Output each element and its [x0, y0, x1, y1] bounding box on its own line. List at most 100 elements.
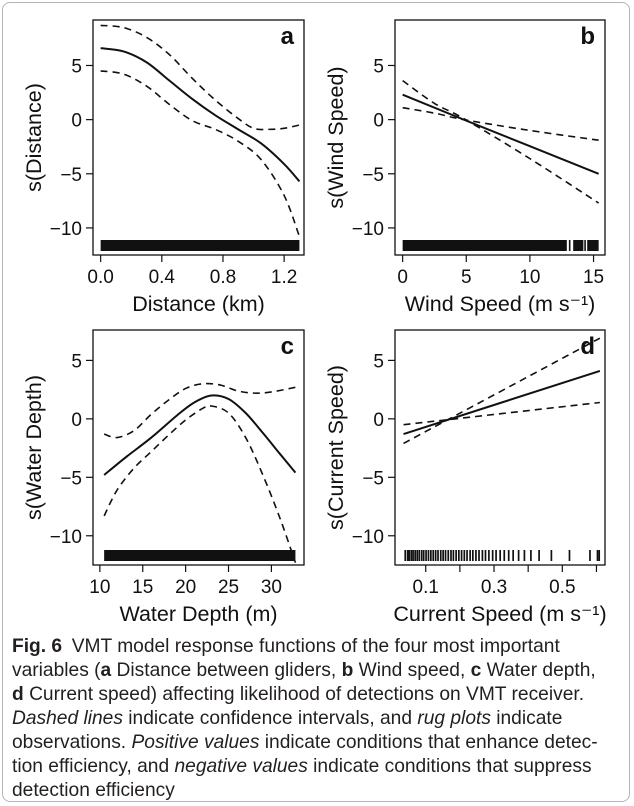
figure-panels: −10 −5 0 5 0.0 0.4 0.8 1.2 Distance (km) s(Distan…	[22, 19, 607, 626]
y-tick-label: −10	[50, 219, 82, 240]
x-tick-label: 0.4	[149, 267, 176, 288]
y-tick-label: −5	[60, 165, 82, 186]
panel-b: −10 −5 0 5 0 5 10 15 Wind Speed (m s⁻¹) s(Wind Sp…	[324, 19, 606, 316]
y-tick-label: 5	[373, 56, 384, 77]
caption-line: d Current speed) affecting likelihood of…	[12, 683, 622, 707]
rug-band	[402, 240, 567, 251]
panel-letter: b	[580, 23, 595, 50]
x-axis-label: Distance (km)	[132, 292, 265, 316]
confidence-line	[103, 404, 297, 563]
fit-line	[403, 369, 601, 436]
caption-text: a	[100, 660, 112, 681]
panel-d: −10 −5 0 5 0.1 0.3 0.5 Current Speed (m s⁻¹) s(C…	[324, 329, 607, 626]
caption-text: c	[470, 660, 482, 681]
plot-box	[394, 19, 606, 256]
caption-text: tion efficiency, and	[12, 756, 175, 777]
rug-band	[573, 240, 584, 251]
x-tick-label: 0.1	[413, 577, 439, 598]
caption-text: observations.	[12, 732, 132, 753]
fit-line	[402, 93, 600, 175]
caption-text: Current speed) affecting likelihood of d…	[23, 684, 585, 705]
caption-line: Fig. 6 VMT model response functions of t…	[12, 635, 622, 659]
caption-text: negative values	[174, 756, 308, 777]
x-tick-label: 0.8	[210, 267, 236, 288]
confidence-line	[100, 70, 301, 237]
rug-band	[104, 550, 296, 561]
caption-line: detection efficiency	[12, 779, 622, 803]
x-tick-label: 0	[397, 267, 408, 288]
x-tick-label: 20	[175, 577, 196, 598]
confidence-line	[402, 106, 599, 141]
x-tick-label: 30	[261, 577, 282, 598]
panel-c: −10 −5 0 5 10 15 20 25 30 Water Depth (m) s(Water …	[22, 329, 305, 626]
y-axis-label: s(Current Speed)	[324, 365, 348, 530]
caption-line: variables (a Distance between gliders, b…	[12, 659, 622, 683]
caption-line: tion efficiency, and negative values ind…	[12, 755, 622, 779]
caption-text: indicate conditions that enhance detec-	[259, 732, 598, 753]
x-tick-label: 10	[89, 577, 110, 598]
figure-caption: Fig. 6 VMT model response functions of t…	[12, 635, 622, 803]
y-axis-label: s(Distance)	[22, 83, 46, 192]
confidence-line	[103, 382, 296, 439]
caption-text: rug plots	[417, 708, 491, 729]
caption-text: b	[341, 660, 354, 681]
y-tick-label: 0	[71, 111, 82, 132]
caption-text: indicate	[490, 708, 563, 729]
caption-text: Positive values	[131, 732, 260, 753]
y-axis-label: s(Water Depth)	[22, 375, 46, 520]
caption-text: VMT model response functions of the four…	[71, 636, 560, 657]
x-tick-label: 0.3	[481, 577, 507, 598]
x-tick-label: 15	[583, 267, 604, 288]
x-tick-label: 1.2	[271, 267, 297, 288]
panel-letter: c	[281, 333, 294, 360]
fit-line	[100, 47, 301, 183]
caption-text: Water depth,	[481, 660, 596, 681]
x-tick-label: 5	[461, 267, 472, 288]
caption-text: indicate conditions that suppress	[307, 756, 592, 777]
panel-letter: a	[281, 23, 295, 50]
caption-line: Dashed lines indicate confidence interva…	[12, 707, 622, 731]
x-axis-label: Water Depth (m)	[119, 602, 277, 626]
rug-band	[100, 240, 300, 251]
plot-box	[394, 329, 606, 566]
panel-a: −10 −5 0 5 0.0 0.4 0.8 1.2 Distance (km) s(Distan…	[22, 19, 305, 316]
caption-text: Distance between gliders,	[111, 660, 342, 681]
rug-band	[587, 240, 599, 251]
confidence-line	[100, 24, 300, 131]
confidence-line	[403, 401, 600, 426]
confidence-line	[403, 337, 601, 445]
caption-line: observations. Positive values indicate c…	[12, 731, 622, 755]
plot-box	[92, 329, 305, 566]
x-tick-label: 0.0	[87, 267, 113, 288]
caption-text: d	[12, 684, 24, 705]
y-tick-label: 5	[71, 56, 82, 77]
panel-letter: d	[580, 333, 595, 360]
y-tick-label: −10	[352, 527, 384, 548]
y-tick-label: −10	[50, 527, 82, 548]
x-axis-label: Current Speed (m s⁻¹)	[393, 602, 606, 626]
x-tick-label: 0.5	[549, 577, 575, 598]
y-tick-label: 0	[71, 410, 82, 431]
y-axis-label: s(Wind Speed)	[324, 66, 348, 208]
fit-line	[103, 394, 297, 476]
x-axis-label: Wind Speed (m s⁻¹)	[405, 292, 596, 316]
x-tick-label: 25	[218, 577, 239, 598]
confidence-line	[402, 79, 600, 204]
caption-text: indicate confidence intervals, and	[122, 708, 418, 729]
y-tick-label: 5	[71, 351, 82, 372]
caption-text: detection efficiency	[12, 780, 175, 801]
caption-text: Dashed lines	[12, 708, 123, 729]
x-tick-label: 15	[132, 577, 153, 598]
y-tick-label: −5	[362, 165, 384, 186]
caption-text: Wind speed,	[353, 660, 471, 681]
caption-text: variables (	[12, 660, 101, 681]
y-tick-label: −5	[60, 468, 82, 489]
y-tick-label: −10	[352, 219, 384, 240]
figure-label: Fig. 6	[12, 636, 63, 657]
plot-box	[92, 19, 305, 256]
y-tick-label: 5	[373, 351, 384, 372]
x-tick-label: 10	[519, 267, 540, 288]
y-tick-label: 0	[373, 111, 384, 132]
y-tick-label: 0	[373, 410, 384, 431]
